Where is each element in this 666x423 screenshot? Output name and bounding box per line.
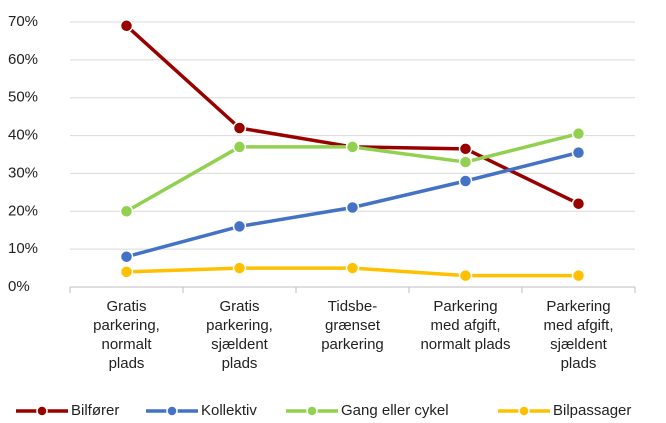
y-tick-label: 30% bbox=[8, 164, 38, 181]
legend-label: Bilpassager bbox=[553, 402, 631, 419]
x-tick-label: sjældent bbox=[211, 336, 269, 353]
x-tick-label: plads bbox=[222, 355, 258, 372]
y-tick-label: 0% bbox=[8, 278, 30, 295]
x-tick-label: med afgift, bbox=[430, 317, 500, 334]
legend-marker bbox=[518, 405, 530, 417]
x-tick-label: Parkering bbox=[546, 298, 610, 315]
series-marker bbox=[119, 204, 134, 219]
series-marker bbox=[345, 261, 360, 275]
y-tick-label: 70% bbox=[8, 13, 38, 30]
series-marker bbox=[119, 265, 134, 279]
x-tick-label: parkering bbox=[321, 336, 384, 353]
series-marker bbox=[119, 19, 134, 33]
x-tick-label: med afgift, bbox=[543, 317, 613, 334]
series-marker bbox=[345, 200, 360, 215]
y-tick-label: 60% bbox=[8, 51, 38, 68]
y-tick-label: 10% bbox=[8, 240, 38, 257]
x-tick-label: grænset bbox=[325, 317, 381, 334]
series-marker bbox=[232, 121, 247, 135]
y-tick-label: 50% bbox=[8, 89, 38, 106]
series-marker bbox=[571, 126, 586, 141]
x-tick-label: Parkering bbox=[433, 298, 497, 315]
x-tick-label: parkering, bbox=[93, 317, 160, 334]
y-tick-label: 40% bbox=[8, 127, 38, 144]
series-marker bbox=[458, 268, 473, 283]
x-tick-label: parkering, bbox=[206, 317, 273, 334]
legend-marker bbox=[166, 405, 178, 417]
legend-marker bbox=[36, 405, 48, 417]
series-marker bbox=[345, 140, 360, 154]
series-marker bbox=[232, 140, 247, 154]
series-marker bbox=[571, 268, 586, 283]
x-tick-label: plads bbox=[561, 355, 597, 372]
series-marker bbox=[232, 219, 247, 234]
series-marker bbox=[458, 174, 473, 188]
series-marker bbox=[232, 261, 247, 275]
legend-marker bbox=[306, 405, 318, 417]
x-tick-label: plads bbox=[109, 355, 145, 372]
series-marker bbox=[571, 196, 586, 211]
x-tick-label: Tidsbe- bbox=[328, 298, 377, 315]
x-tick-label: sjældent bbox=[550, 336, 608, 353]
series-line bbox=[125, 24, 580, 206]
legend-label: Bilfører bbox=[71, 402, 119, 419]
series-marker bbox=[458, 155, 473, 169]
legend-label: Kollektiv bbox=[201, 402, 257, 419]
x-tick-label: Gratis bbox=[219, 298, 259, 315]
legend-label: Gang eller cykel bbox=[341, 402, 449, 419]
series-marker bbox=[571, 145, 586, 160]
x-tick-label: normalt bbox=[101, 336, 152, 353]
series-marker bbox=[119, 249, 134, 264]
y-tick-label: 20% bbox=[8, 202, 38, 219]
series-marker bbox=[458, 142, 473, 156]
x-tick-label: normalt plads bbox=[420, 336, 510, 353]
x-tick-label: Gratis bbox=[106, 298, 146, 315]
